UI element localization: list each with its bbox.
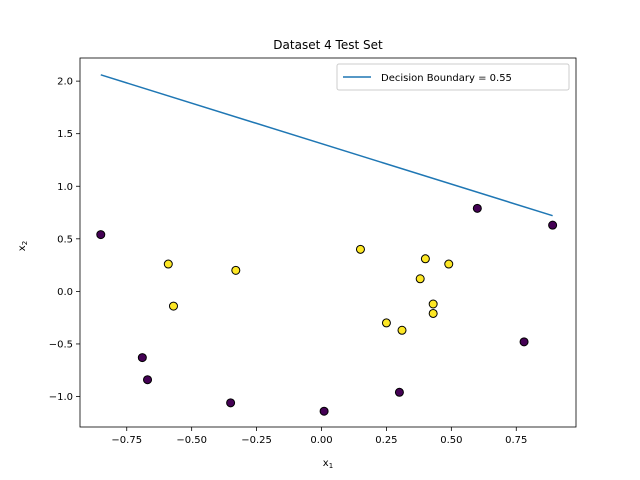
data-point-class-1 — [397, 325, 407, 335]
data-point-class-1 — [163, 259, 173, 269]
data-point-class-0 — [319, 406, 329, 416]
y-tick-label: 1.5 — [57, 129, 73, 140]
y-tick-label: 2.0 — [57, 77, 73, 88]
decision-boundary-line — [100, 74, 553, 217]
data-point-class-0 — [96, 230, 106, 240]
data-point-class-1 — [428, 308, 438, 318]
data-point-class-0 — [226, 398, 236, 408]
chart-title: Dataset 4 Test Set — [273, 38, 383, 52]
axes-frame — [79, 57, 577, 428]
data-point-class-1 — [231, 265, 241, 275]
legend-label: Decision Boundary = 0.55 — [381, 73, 512, 84]
data-point-class-1 — [381, 318, 391, 328]
y-axis-label: x2 — [17, 241, 29, 251]
data-point-class-0 — [137, 353, 147, 363]
data-point-class-1 — [415, 274, 425, 284]
x-axis-label: x1 — [323, 458, 333, 470]
data-point-class-1 — [444, 259, 454, 269]
x-tick-label: −0.75 — [111, 435, 142, 446]
legend-box — [336, 63, 570, 91]
y-tick-label: −1.0 — [49, 392, 73, 403]
data-point-class-0 — [548, 220, 558, 230]
x-tick-label: −0.50 — [176, 435, 207, 446]
y-tick-label: 0.0 — [57, 287, 73, 298]
data-point-class-0 — [519, 337, 529, 347]
data-point-class-1 — [420, 254, 430, 264]
y-tick-label: 1.0 — [57, 182, 73, 193]
x-tick-label: 0.00 — [310, 435, 332, 446]
data-point-class-0 — [394, 387, 404, 397]
y-tick-label: −0.5 — [49, 339, 73, 350]
x-tick-label: 0.50 — [440, 435, 462, 446]
plot-area: −0.75 −0.50 −0.25 0.00 0.25 0.50 0.75 −1.0 −0.5 0… — [49, 57, 577, 446]
data-point-class-1 — [168, 301, 178, 311]
x-tick-label: 0.25 — [375, 435, 397, 446]
data-point-class-0 — [472, 203, 482, 213]
data-point-class-1 — [355, 244, 365, 254]
data-point-class-1 — [428, 299, 438, 309]
y-tick-label: 0.5 — [57, 234, 73, 245]
x-tick-label: 0.75 — [505, 435, 527, 446]
x-tick-label: −0.25 — [241, 435, 272, 446]
data-point-class-0 — [143, 375, 153, 385]
